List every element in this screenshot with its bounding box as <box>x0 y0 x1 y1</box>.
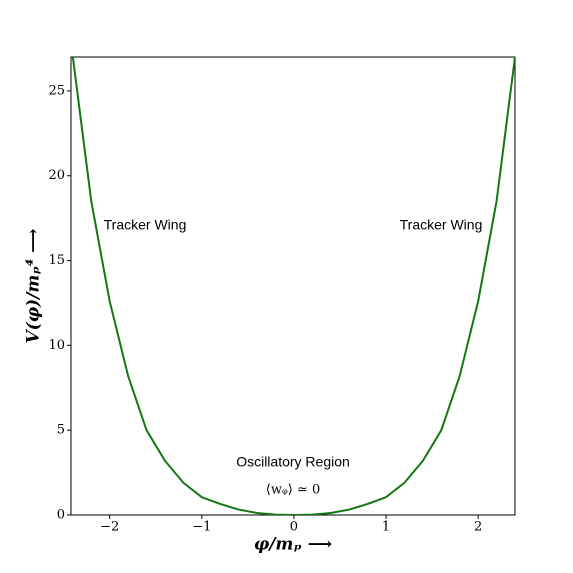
x-tick-label: 2 <box>474 520 482 535</box>
x-tick-label: 0 <box>290 520 298 535</box>
y-axis-label: V(φ)/mₚ⁴ ⟶ <box>24 228 44 343</box>
annotation: ⟨wᵩ⟩ ≃ 0 <box>266 483 320 498</box>
x-tick-label: −1 <box>192 520 211 535</box>
y-tick-label: 0 <box>57 508 65 523</box>
y-tick-label: 20 <box>48 168 65 183</box>
y-tick-label: 5 <box>57 423 65 438</box>
x-tick-label: −2 <box>100 520 119 535</box>
annotation: Oscillatory Region <box>236 454 350 470</box>
plot-frame <box>70 56 516 516</box>
y-tick-label: 10 <box>48 338 65 353</box>
x-tick-label: 1 <box>382 520 390 535</box>
y-tick-label: 15 <box>48 253 65 268</box>
annotation: Tracker Wing <box>104 217 187 233</box>
x-axis-label: φ/mₚ ⟶ <box>254 535 332 555</box>
annotation: Tracker Wing <box>400 217 483 233</box>
line-series <box>71 57 515 515</box>
y-tick-label: 25 <box>48 83 65 98</box>
